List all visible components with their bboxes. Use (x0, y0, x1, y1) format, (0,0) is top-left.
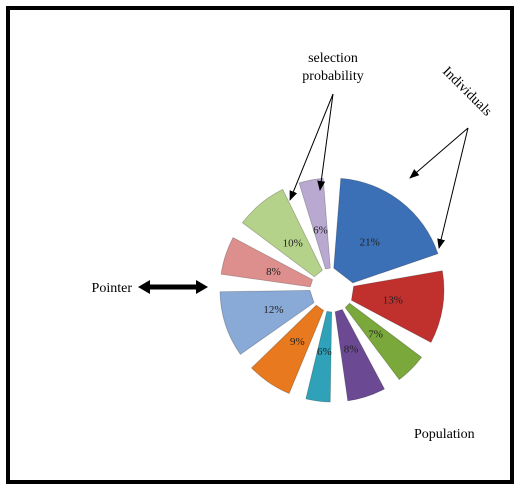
pie-slice (334, 308, 385, 402)
pie-slice-label: 8% (266, 266, 281, 278)
individuals-arrow-2 (437, 127, 469, 249)
pie-slice (333, 177, 439, 284)
pie-slice-label: 6% (313, 224, 328, 236)
pie-slice-label: 6% (317, 346, 332, 358)
pie-slice (241, 188, 323, 278)
pie-slice (219, 289, 315, 355)
population-label: Population (414, 427, 475, 442)
pointer-double-arrow (138, 280, 208, 294)
pointer-label: Pointer (92, 281, 133, 296)
selection-arrow-1 (289, 93, 334, 201)
pie-slice-label: 7% (368, 329, 383, 341)
pie-slice-label: 9% (290, 336, 305, 348)
pie-slice (305, 310, 333, 403)
pie-slice (344, 302, 423, 381)
pie-slice (351, 270, 445, 343)
selection-label-line2: probability (302, 69, 363, 84)
pie-chart: 21% 13% 7% 8% 6% 9% 12% 8% 10% 6% (219, 177, 445, 403)
selection-label-line1: selection (308, 51, 358, 66)
individuals-arrow-1 (409, 127, 469, 179)
pie-slice (298, 177, 331, 270)
pie-slice-label: 10% (283, 238, 303, 250)
pie-slice (220, 237, 314, 288)
pie-slice-label: 12% (263, 304, 283, 316)
pie-slice-label: 8% (344, 344, 359, 356)
selection-arrow-2 (317, 93, 334, 191)
pie-slice (251, 304, 325, 394)
pie-slice-label: 21% (360, 236, 380, 248)
individuals-label: Individuals (439, 64, 494, 119)
pie-slice-label: 13% (383, 295, 403, 307)
